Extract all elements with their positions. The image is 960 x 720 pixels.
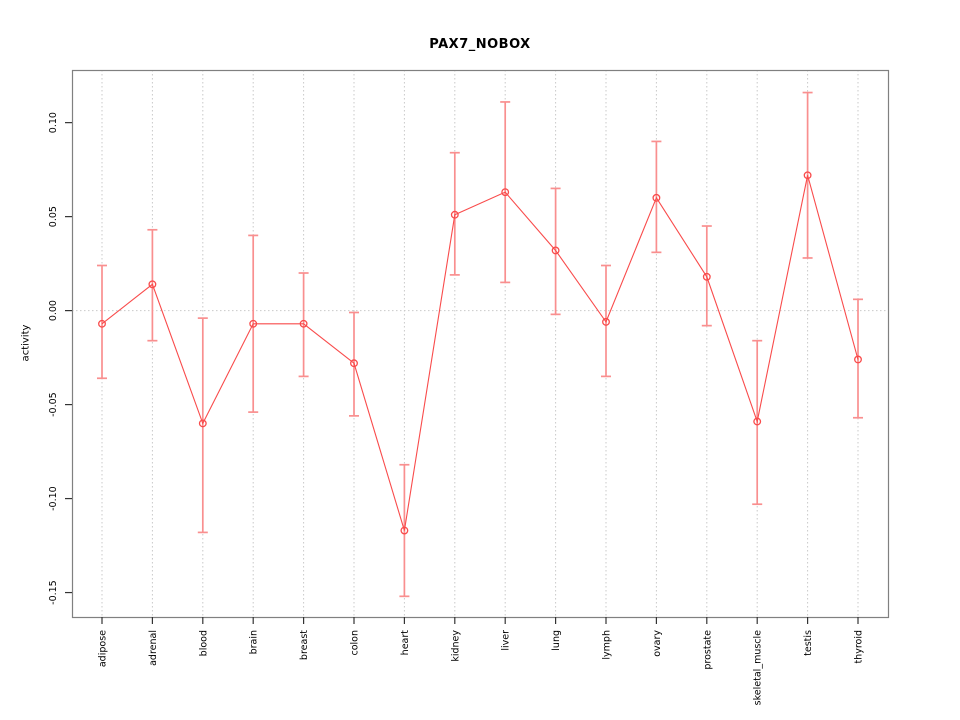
data-point <box>702 272 711 281</box>
x-tick-label: lung <box>551 630 562 651</box>
data-point <box>501 188 510 197</box>
x-tick-label: prostate <box>702 630 713 670</box>
data-point <box>98 319 106 328</box>
y-tick-label: 0.00 <box>48 300 59 321</box>
x-tick-label: breast <box>299 630 310 660</box>
x-tick-label: adipose <box>98 630 109 667</box>
x-tick-label: heart <box>400 630 411 656</box>
x-tick-label: ovary <box>652 630 663 657</box>
data-point <box>198 419 207 428</box>
y-tick-label: -0.10 <box>48 486 59 511</box>
data-point <box>148 280 157 289</box>
data-point <box>249 319 258 328</box>
data-line <box>101 175 859 531</box>
y-tick-label: 0.10 <box>48 112 59 133</box>
x-tick-label: thyroid <box>854 630 865 664</box>
data-point <box>652 193 661 202</box>
x-tick-label: brain <box>249 630 260 654</box>
x-tick-label: liver <box>501 630 512 651</box>
data-point <box>400 526 409 535</box>
data-point <box>602 317 610 326</box>
data-point <box>854 355 862 364</box>
y-axis-label: activity <box>20 324 32 362</box>
data-point <box>350 359 358 368</box>
x-tick-label: colon <box>350 630 361 656</box>
y-tick-label: -0.05 <box>48 392 59 417</box>
plot-box <box>71 69 890 619</box>
data-point <box>803 171 812 180</box>
data-point <box>299 319 308 328</box>
data-point <box>450 210 459 219</box>
x-tick-label: lymph <box>602 630 613 660</box>
x-tick-label: blood <box>198 630 209 656</box>
chart-title: PAX7_NOBOX <box>429 37 531 52</box>
data-point <box>753 417 762 426</box>
y-tick-label: 0.05 <box>48 206 59 227</box>
y-tick-label: -0.15 <box>48 580 59 605</box>
x-tick-label: testis <box>803 630 814 656</box>
x-tick-label: kidney <box>450 630 461 662</box>
x-tick-label: adrenal <box>148 630 159 666</box>
x-tick-label: skeletal_muscle <box>753 630 764 705</box>
data-point <box>551 246 560 255</box>
